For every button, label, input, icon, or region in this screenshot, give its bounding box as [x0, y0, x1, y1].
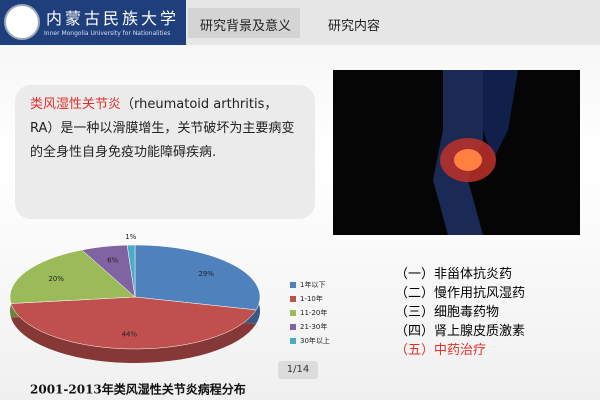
intro-box: 类风湿性关节炎（rheumatoid arthritis，RA）是一种以滑膜增生… — [15, 85, 315, 219]
legend-label: 1年以下 — [300, 280, 325, 289]
treatment-item: （一）非甾体抗炎药 — [395, 267, 513, 282]
tab-label[interactable]: 研究内容 — [328, 19, 381, 34]
logo-emblem — [4, 4, 40, 40]
tab[interactable] — [188, 8, 300, 38]
data-label: 29% — [198, 270, 214, 278]
logo-name: 内蒙古民族大学 — [46, 9, 180, 28]
legend-swatch — [290, 338, 296, 344]
treatment-item: （五）中药治疗 — [395, 343, 487, 358]
data-label: 1% — [125, 233, 136, 241]
legend-swatch — [290, 324, 296, 330]
data-label: 20% — [48, 275, 64, 283]
legend-swatch — [290, 282, 296, 288]
legend-swatch — [290, 310, 296, 316]
data-label: 6% — [107, 257, 118, 265]
pie-slice — [126, 244, 136, 298]
treatment-list: （一）非甾体抗炎药 （二）慢作用抗风湿药 （三）细胞毒药物 （四）肾上腺皮质激素 （五）… — [395, 265, 525, 360]
chart-title: 2001-2013年类风湿性关节炎病程分布 — [30, 382, 246, 397]
legend-label: 30年以上 — [300, 336, 330, 345]
logo-subtitle: Inner Mongolia University for Nationalit… — [44, 30, 171, 37]
page-number: 1/14 — [278, 361, 318, 379]
pie-slice — [10, 296, 257, 350]
legend-label: 11-20年 — [300, 308, 327, 317]
intro-term: 类风湿性关节炎 — [30, 97, 122, 112]
pie-slice — [9, 249, 136, 304]
legend-swatch — [290, 296, 296, 302]
chart: 2001-2013年类风湿性关节炎病程分布 29% 44% 20% 6% 1% 1年以下 1… — [9, 233, 330, 397]
legend-label: 1-10年 — [300, 294, 323, 303]
legend-label: 21-30年 — [300, 322, 327, 331]
data-label: 44% — [122, 330, 138, 338]
tab-label[interactable]: 研究背景及意义 — [200, 19, 292, 34]
treatment-item: （三）细胞毒药物 — [395, 305, 500, 320]
knee-image — [333, 70, 580, 235]
pie-slice — [134, 244, 261, 311]
intro-text: （rheumatoid arthritis，RA）是一种以滑膜增生，关节破坏为主… — [30, 97, 295, 160]
treatment-item: （四）肾上腺皮质激素 — [395, 324, 526, 339]
logo-block: 内蒙古民族大学 Inner Mongolia University for Na… — [0, 0, 186, 45]
treatment-item: （二）慢作用抗风湿药 — [395, 286, 526, 301]
